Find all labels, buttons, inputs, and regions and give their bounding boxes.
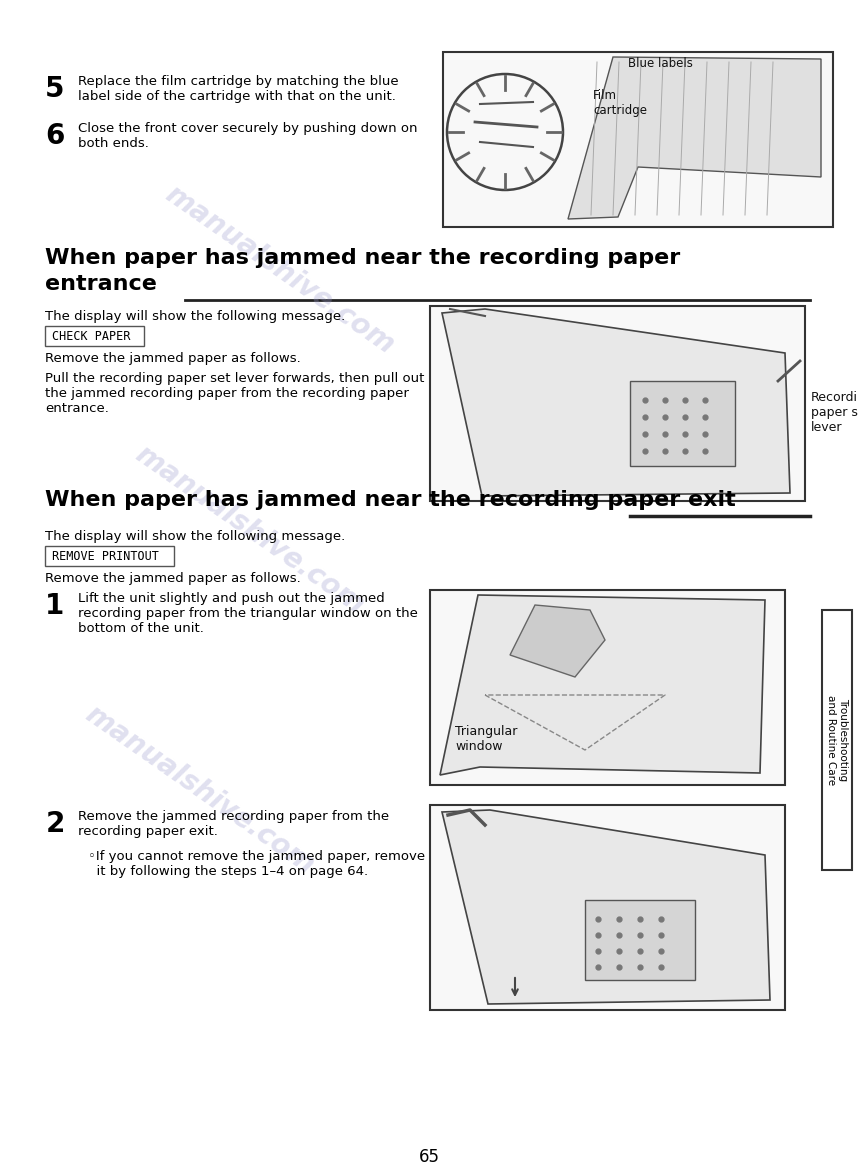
- Bar: [430, 306, 805, 501]
- Polygon shape: [510, 605, 605, 677]
- Polygon shape: [568, 57, 821, 219]
- Bar: [443, 52, 833, 227]
- Bar: [430, 590, 785, 785]
- Text: Lift the unit slightly and push out the jammed
recording paper from the triangul: Lift the unit slightly and push out the …: [78, 592, 418, 636]
- Text: manualshive.com: manualshive.com: [130, 440, 370, 619]
- Text: Close the front cover securely by pushing down on
both ends.: Close the front cover securely by pushin…: [78, 122, 418, 150]
- Text: Troubleshooting
and Routine Care: Troubleshooting and Routine Care: [826, 695, 848, 785]
- Text: Replace the film cartridge by matching the blue
label side of the cartridge with: Replace the film cartridge by matching t…: [78, 74, 399, 102]
- Text: Remove the jammed paper as follows.: Remove the jammed paper as follows.: [45, 352, 301, 365]
- Text: 65: 65: [419, 1148, 439, 1164]
- Text: Triangular
window: Triangular window: [455, 725, 517, 753]
- Text: Blue labels: Blue labels: [628, 57, 693, 70]
- Polygon shape: [440, 595, 765, 775]
- Text: Recording
paper set
lever: Recording paper set lever: [811, 391, 858, 434]
- Bar: [430, 805, 785, 1010]
- Bar: [45, 326, 143, 346]
- Bar: [822, 610, 852, 870]
- Text: Remove the jammed recording paper from the
recording paper exit.: Remove the jammed recording paper from t…: [78, 810, 390, 838]
- Bar: [45, 546, 173, 566]
- Text: Remove the jammed paper as follows.: Remove the jammed paper as follows.: [45, 572, 301, 585]
- Text: 1: 1: [45, 592, 64, 620]
- Text: 6: 6: [45, 122, 64, 150]
- Text: CHECK PAPER: CHECK PAPER: [52, 329, 130, 342]
- Text: When paper has jammed near the recording paper: When paper has jammed near the recording…: [45, 248, 680, 268]
- Text: 5: 5: [45, 74, 64, 102]
- Text: manualshive.com: manualshive.com: [160, 180, 400, 360]
- Polygon shape: [442, 810, 770, 1005]
- Text: The display will show the following message.: The display will show the following mess…: [45, 530, 345, 542]
- Text: entrance: entrance: [45, 274, 157, 294]
- Text: Pull the recording paper set lever forwards, then pull out
the jammed recording : Pull the recording paper set lever forwa…: [45, 372, 425, 416]
- Text: When paper has jammed near the recording paper exit: When paper has jammed near the recording…: [45, 490, 736, 510]
- Text: REMOVE PRINTOUT: REMOVE PRINTOUT: [52, 549, 159, 562]
- Text: Film
cartridge: Film cartridge: [593, 88, 647, 118]
- Text: ◦If you cannot remove the jammed paper, remove
  it by following the steps 1–4 o: ◦If you cannot remove the jammed paper, …: [88, 850, 425, 878]
- Polygon shape: [442, 308, 790, 496]
- Text: The display will show the following message.: The display will show the following mess…: [45, 310, 345, 322]
- Bar: [630, 381, 735, 466]
- Text: manualshive.com: manualshive.com: [80, 701, 320, 880]
- Text: 2: 2: [45, 810, 64, 838]
- Bar: [585, 900, 695, 980]
